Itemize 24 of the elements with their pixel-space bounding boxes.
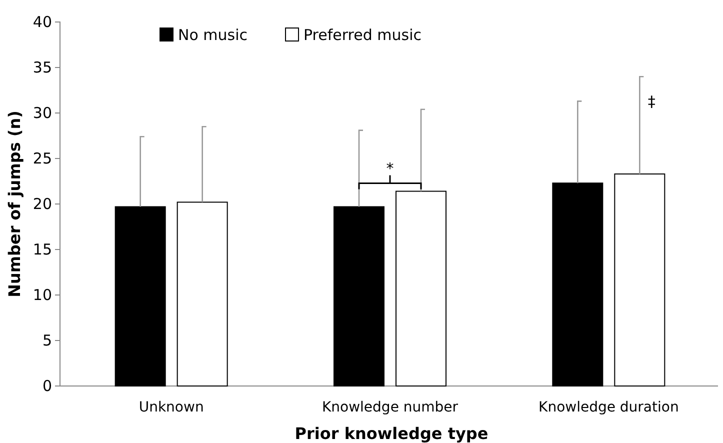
bar: [552, 182, 604, 386]
y-tick-label: 0: [42, 376, 52, 395]
bar: [334, 206, 384, 386]
bar: [396, 190, 446, 386]
y-tick-label: 30: [32, 104, 52, 122]
x-tick-label: Unknown: [138, 399, 204, 416]
y-tick-label: 15: [32, 240, 52, 258]
bar: [614, 173, 666, 386]
y-tick-label: 40: [32, 12, 52, 31]
legend-label: Preferred music: [304, 26, 422, 44]
y-tick-label: 35: [32, 58, 52, 76]
annotation: ‡: [648, 92, 656, 111]
y-tick-label: 10: [32, 286, 52, 304]
legend-label: No music: [178, 26, 248, 44]
x-axis-title: Prior knowledge type: [294, 424, 488, 443]
y-tick-label: 25: [32, 149, 52, 168]
bar: [176, 202, 228, 386]
y-tick-label: 20: [32, 194, 52, 213]
x-tick-label: Knowledge duration: [538, 399, 679, 416]
y-axis-title: Number of jumps (n): [5, 110, 24, 298]
annotation: *: [386, 159, 394, 178]
bar: [114, 206, 166, 386]
y-tick-label: 5: [42, 331, 52, 350]
x-tick-label: Knowledge number: [322, 399, 458, 416]
